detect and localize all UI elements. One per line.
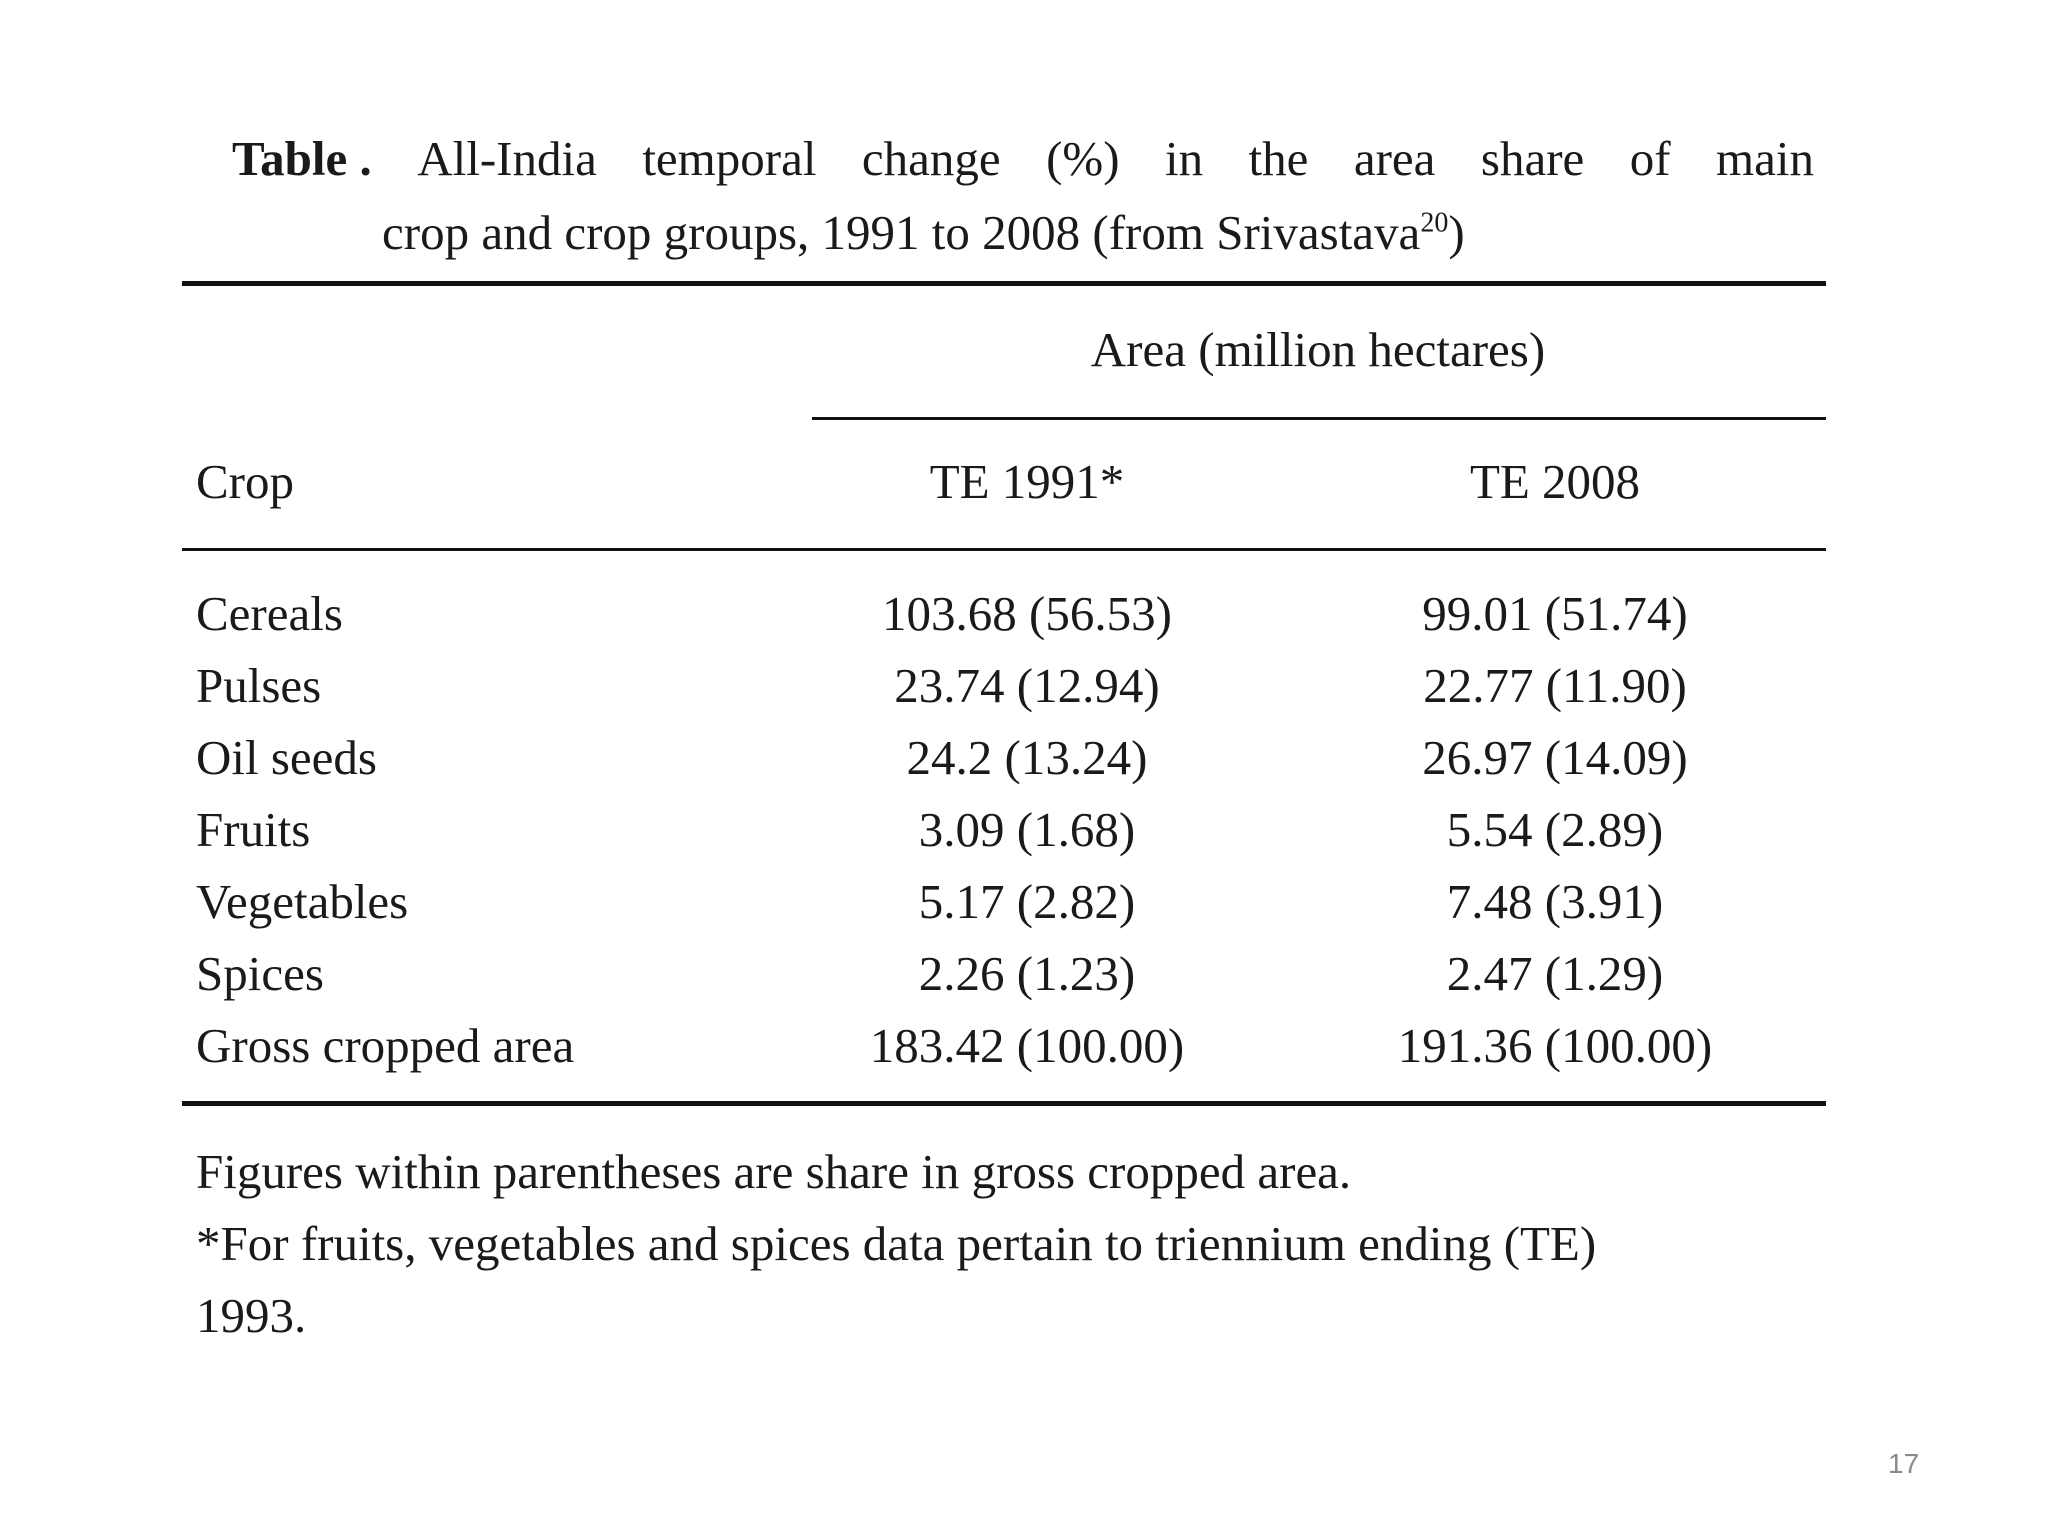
caption-word: change bbox=[861, 131, 1001, 186]
te2008-cell: 191.36 (100.00) bbox=[1397, 1018, 1713, 1073]
column-header-te1991: TE 1991* bbox=[929, 454, 1125, 509]
te1991-cell: 183.42 (100.00) bbox=[869, 1018, 1185, 1073]
caption-line-2-text: crop and crop groups, 1991 to 2008 (from… bbox=[382, 205, 1421, 260]
te2008-cell: 7.48 (3.91) bbox=[1446, 874, 1664, 929]
caption-word: share bbox=[1480, 131, 1585, 186]
crop-name-cell: Fruits bbox=[196, 802, 311, 857]
caption-line-1: Table . All-India temporal change (%) in… bbox=[232, 122, 1814, 196]
column-header-crop: Crop bbox=[196, 454, 294, 509]
caption-word: temporal bbox=[642, 131, 817, 186]
note-line: 1993. bbox=[196, 1288, 307, 1343]
caption-word: main bbox=[1715, 131, 1814, 186]
note-line: Figures within parentheses are share in … bbox=[196, 1144, 1352, 1199]
crop-name-cell: Vegetables bbox=[196, 874, 409, 929]
citation-superscript: 20 bbox=[1420, 207, 1449, 239]
caption-label: Table . bbox=[232, 131, 372, 186]
te2008-cell: 22.77 (11.90) bbox=[1423, 658, 1687, 713]
crop-name-cell: Cereals bbox=[196, 586, 343, 641]
te1991-cell: 3.09 (1.68) bbox=[918, 802, 1136, 857]
te2008-cell: 2.47 (1.29) bbox=[1446, 946, 1664, 1001]
caption-word: the bbox=[1248, 131, 1309, 186]
column-header-te2008: TE 2008 bbox=[1469, 454, 1641, 509]
te1991-cell: 2.26 (1.23) bbox=[918, 946, 1136, 1001]
te1991-cell: 103.68 (56.53) bbox=[882, 586, 1172, 641]
table-notes: Figures within parentheses are share in … bbox=[196, 1136, 1814, 1352]
note-line: *For fruits, vegetables and spices data … bbox=[196, 1216, 1597, 1271]
group-header: Area (million hectares) bbox=[1090, 322, 1546, 377]
crop-name-cell: Spices bbox=[196, 946, 324, 1001]
page-number: 17 bbox=[1888, 1448, 1920, 1479]
group-header-rule bbox=[812, 417, 1826, 420]
caption-word: in bbox=[1164, 131, 1204, 186]
caption-line-2-suffix: ) bbox=[1448, 205, 1465, 260]
te1991-cell: 23.74 (12.94) bbox=[894, 658, 1160, 713]
caption-word: (%) bbox=[1046, 131, 1120, 186]
table-top-rule bbox=[182, 281, 1826, 286]
te2008-cell: 5.54 (2.89) bbox=[1446, 802, 1664, 857]
header-bottom-rule bbox=[182, 548, 1826, 551]
table-bottom-rule bbox=[182, 1101, 1826, 1106]
caption-word: All-India bbox=[417, 131, 597, 186]
te1991-cell: 5.17 (2.82) bbox=[918, 874, 1136, 929]
table-caption: Table . All-India temporal change (%) in… bbox=[232, 122, 1814, 270]
te2008-cell: 99.01 (51.74) bbox=[1422, 586, 1688, 641]
crop-name-cell: Oil seeds bbox=[196, 730, 377, 785]
te2008-cell: 26.97 (14.09) bbox=[1422, 730, 1688, 785]
caption-word: area bbox=[1353, 131, 1436, 186]
crop-name-cell: Gross cropped area bbox=[196, 1018, 575, 1073]
crop-name-cell: Pulses bbox=[196, 658, 322, 713]
te1991-cell: 24.2 (13.24) bbox=[906, 730, 1148, 785]
caption-line-2: crop and crop groups, 1991 to 2008 (from… bbox=[232, 196, 1814, 270]
caption-word: of bbox=[1629, 131, 1671, 186]
